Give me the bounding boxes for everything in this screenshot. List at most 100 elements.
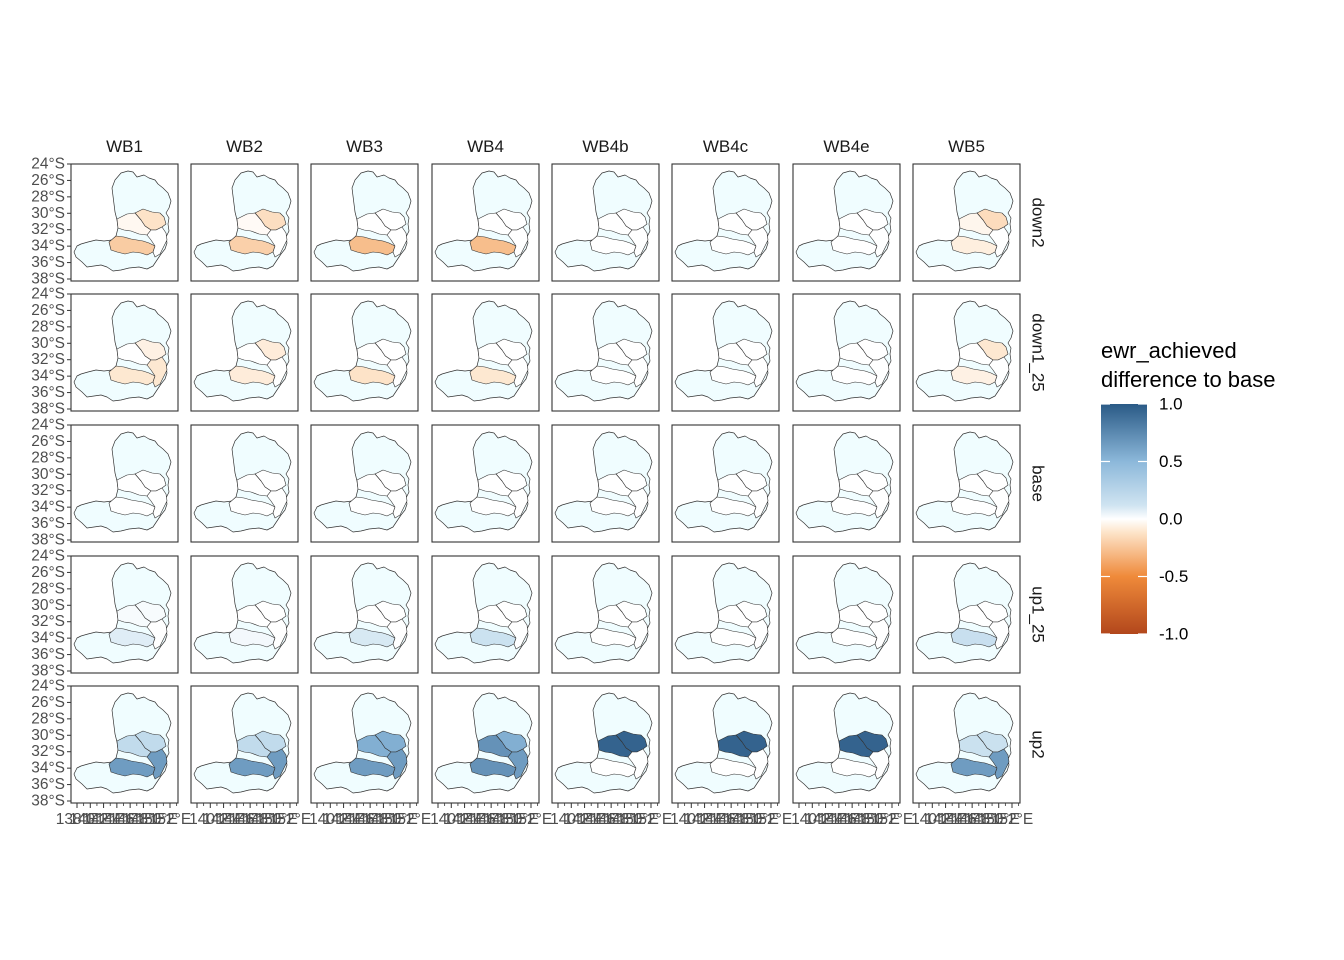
map-panel-up2-WB2 xyxy=(191,686,298,803)
map-panel-base-WB2 xyxy=(191,425,298,542)
y-tick-label: 36°S xyxy=(31,646,65,663)
colorbar-tick-label: 1.0 xyxy=(1159,395,1183,414)
y-tick-label: 30°S xyxy=(31,335,65,352)
y-tick-label: 24°S xyxy=(31,417,65,434)
row-label-down1_25: down1_25 xyxy=(1029,313,1048,391)
column-label-WB4e: WB4e xyxy=(823,137,869,156)
y-tick-label: 30°S xyxy=(31,466,65,483)
map-panel-base-WB5 xyxy=(913,425,1020,542)
map-panel-up2-WB4e xyxy=(793,686,900,803)
y-tick-label: 24°S xyxy=(31,678,65,695)
map-panel-up2-WB3 xyxy=(311,686,418,803)
map-panel-down2-WB4e xyxy=(793,164,900,281)
y-tick-label: 26°S xyxy=(31,172,65,189)
y-tick-label: 26°S xyxy=(31,433,65,450)
map-panel-base-WB1 xyxy=(71,425,178,542)
x-tick-label: 152°E xyxy=(269,811,311,828)
y-tick-label: 30°S xyxy=(31,727,65,744)
map-panel-up2-WB4 xyxy=(432,686,539,803)
x-axes: 138°E140°E142°E144°E146°E148°E150°E152°E… xyxy=(56,803,1033,828)
y-tick-label: 32°S xyxy=(31,743,65,760)
row-label-base: base xyxy=(1029,465,1048,502)
legend-title-line2: difference to base xyxy=(1101,367,1276,392)
map-panel-down1_25-WB4b xyxy=(552,294,659,411)
map-panel-up1_25-WB1 xyxy=(71,556,178,673)
column-label-WB5: WB5 xyxy=(948,137,985,156)
colorbar-tick-label: 0.0 xyxy=(1159,510,1183,529)
map-panel-base-WB4e xyxy=(793,425,900,542)
y-tick-label: 36°S xyxy=(31,515,65,532)
y-tick-label: 34°S xyxy=(31,368,65,385)
column-label-WB4: WB4 xyxy=(467,137,504,156)
map-panel-down2-WB5 xyxy=(913,164,1020,281)
map-panel-up2-WB4b xyxy=(552,686,659,803)
map-panel-down2-WB4 xyxy=(432,164,539,281)
y-tick-label: 36°S xyxy=(31,776,65,793)
y-tick-label: 24°S xyxy=(31,286,65,303)
x-tick-label: 152°E xyxy=(510,811,552,828)
map-panel-down2-WB2 xyxy=(191,164,298,281)
map-panel-down2-WB3 xyxy=(311,164,418,281)
map-panel-up1_25-WB5 xyxy=(913,556,1020,673)
map-panel-up1_25-WB2 xyxy=(191,556,298,673)
x-tick-label: 152°E xyxy=(750,811,792,828)
y-tick-label: 24°S xyxy=(31,548,65,565)
map-panel-base-WB4b xyxy=(552,425,659,542)
map-panel-base-WB3 xyxy=(311,425,418,542)
map-panel-up1_25-WB3 xyxy=(311,556,418,673)
x-tick-label: 152°E xyxy=(991,811,1033,828)
column-label-WB3: WB3 xyxy=(346,137,383,156)
map-panel-up1_25-WB4c xyxy=(672,556,779,673)
map-panel-base-WB4 xyxy=(432,425,539,542)
colorbar-tick-label: 0.5 xyxy=(1159,452,1183,471)
y-tick-label: 28°S xyxy=(31,710,65,727)
y-tick-label: 28°S xyxy=(31,580,65,597)
x-tick-label: 152°E xyxy=(389,811,431,828)
y-tick-label: 32°S xyxy=(31,482,65,499)
map-panel-up2-WB1 xyxy=(71,686,178,803)
map-panel-down1_25-WB5 xyxy=(913,294,1020,411)
y-tick-label: 38°S xyxy=(31,793,65,810)
y-axes: 24°S26°S28°S30°S32°S34°S36°S38°S24°S26°S… xyxy=(31,156,71,810)
y-tick-label: 32°S xyxy=(31,351,65,368)
column-label-WB4c: WB4c xyxy=(703,137,749,156)
y-tick-label: 26°S xyxy=(31,302,65,319)
map-panel-up1_25-WB4 xyxy=(432,556,539,673)
y-tick-label: 30°S xyxy=(31,597,65,614)
y-tick-label: 38°S xyxy=(31,532,65,549)
column-label-WB4b: WB4b xyxy=(582,137,628,156)
map-panel-up2-WB4c xyxy=(672,686,779,803)
column-strip-labels: WB1 WB2 WB3 WB4 WB4b WB4c WB4e WB5 xyxy=(106,137,985,156)
row-label-down2: down2 xyxy=(1029,197,1048,247)
y-tick-label: 26°S xyxy=(31,564,65,581)
map-panel-down2-WB4b xyxy=(552,164,659,281)
y-tick-label: 28°S xyxy=(31,188,65,205)
column-label-WB2: WB2 xyxy=(226,137,263,156)
y-tick-label: 34°S xyxy=(31,499,65,516)
column-label-WB1: WB1 xyxy=(106,137,143,156)
row-label-up1_25: up1_25 xyxy=(1029,586,1048,643)
y-tick-label: 34°S xyxy=(31,760,65,777)
y-tick-label: 36°S xyxy=(31,384,65,401)
map-panel-down1_25-WB4c xyxy=(672,294,779,411)
y-tick-label: 32°S xyxy=(31,221,65,238)
row-label-up2: up2 xyxy=(1029,730,1048,758)
y-tick-label: 30°S xyxy=(31,205,65,222)
y-tick-label: 28°S xyxy=(31,449,65,466)
x-tick-label: 152°E xyxy=(149,811,191,828)
y-tick-label: 34°S xyxy=(31,238,65,255)
map-panel-up1_25-WB4e xyxy=(793,556,900,673)
map-panel-down1_25-WB4e xyxy=(793,294,900,411)
map-panel-down1_25-WB1 xyxy=(71,294,178,411)
map-panel-down1_25-WB2 xyxy=(191,294,298,411)
map-panel-up2-WB5 xyxy=(913,686,1020,803)
map-panel-base-WB4c xyxy=(672,425,779,542)
map-panel-down1_25-WB3 xyxy=(311,294,418,411)
colorbar-legend: ewr_achieved difference to base 1.00.50.… xyxy=(1101,338,1276,644)
map-panel-down2-WB4c xyxy=(672,164,779,281)
map-panel-down1_25-WB4 xyxy=(432,294,539,411)
map-panel-up1_25-WB4b xyxy=(552,556,659,673)
x-tick-label: 152°E xyxy=(871,811,913,828)
